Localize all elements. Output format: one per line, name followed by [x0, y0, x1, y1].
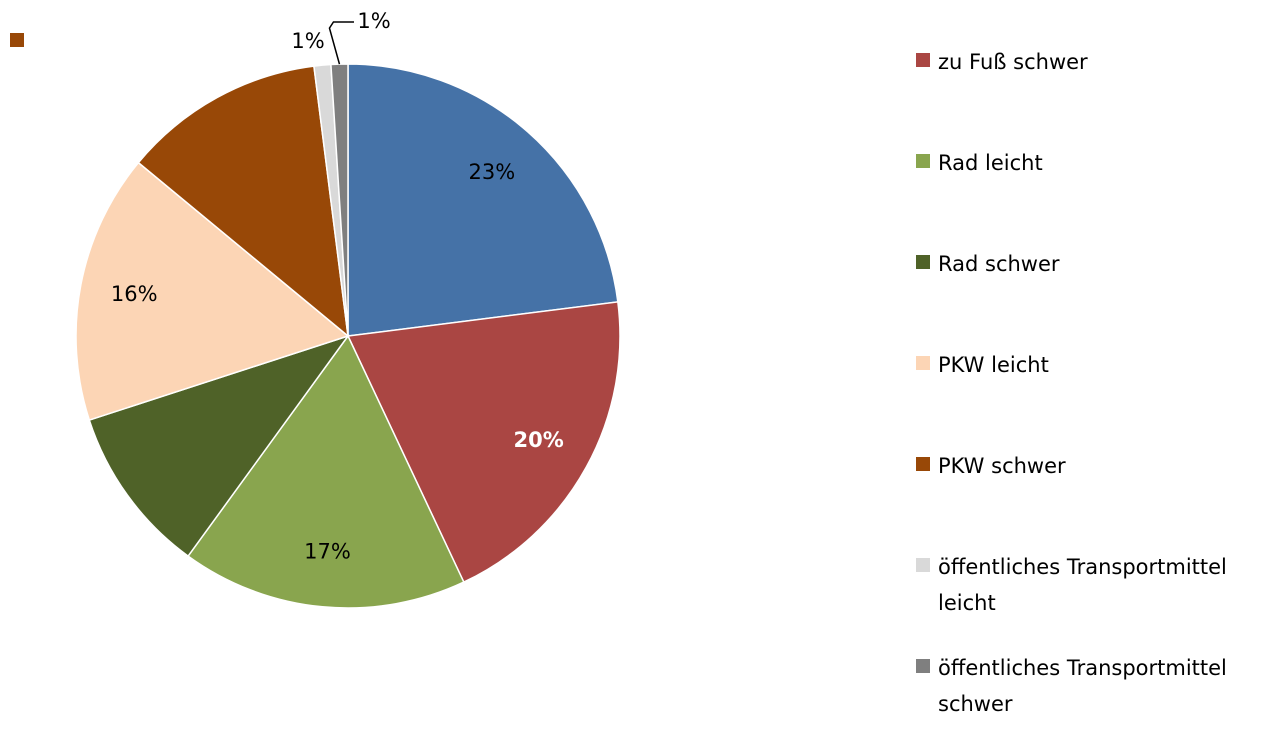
data-label: 1% [357, 9, 390, 33]
legend-item: öffentliches Transportmittel schwer [916, 650, 1266, 751]
legend-swatch [916, 558, 930, 572]
legend-swatch [916, 154, 930, 168]
pie-slice [88, 334, 350, 558]
pie-slice [346, 301, 621, 584]
legend-swatch [916, 356, 930, 370]
legend-label: Rad schwer [938, 252, 1060, 276]
legend-label: Rad leicht [938, 151, 1043, 175]
data-label: 1% [291, 29, 324, 53]
pie-slice [187, 334, 465, 609]
legend-label: zu Fuß schwer [938, 50, 1088, 74]
legend-swatch [916, 659, 930, 673]
legend-item: Rad schwer [916, 246, 1266, 347]
chart: 23% 20% 17% 16% 1% 1% [10, 9, 621, 609]
data-label: 17% [304, 540, 351, 564]
page: 23% 20% 17% 16% 1% 1% zu Fuß schwer Rad leicht… [10, 9, 1227, 716]
pie-slice [347, 63, 619, 337]
legend-item: Rad leicht [916, 145, 1266, 246]
legend-swatch [916, 255, 930, 269]
data-label: 23% [469, 160, 516, 184]
legend-item: PKW leicht [916, 347, 1266, 448]
legend: zu Fuß schwer Rad leicht Rad schwer PKW lei… [916, 44, 1266, 751]
pie-slice [75, 161, 350, 421]
pie [75, 63, 621, 609]
pie-slice [137, 65, 349, 338]
legend-label: PKW schwer [938, 454, 1066, 478]
stray-marker [10, 33, 24, 47]
legend-label: öffentliches Transportmittel schwer [938, 656, 1227, 716]
leader-line [328, 21, 354, 65]
legend-item: zu Fuß schwer [916, 44, 1266, 145]
data-label: 16% [111, 282, 158, 306]
legend-label: öffentliches Transportmittel leicht [938, 555, 1227, 615]
legend-item: PKW schwer [916, 448, 1266, 549]
legend-swatch [916, 457, 930, 471]
legend-swatch [916, 53, 930, 67]
legend-item: öffentliches Transportmittel leicht [916, 549, 1266, 650]
legend-label: PKW leicht [938, 353, 1049, 377]
data-label: 20% [514, 428, 564, 452]
